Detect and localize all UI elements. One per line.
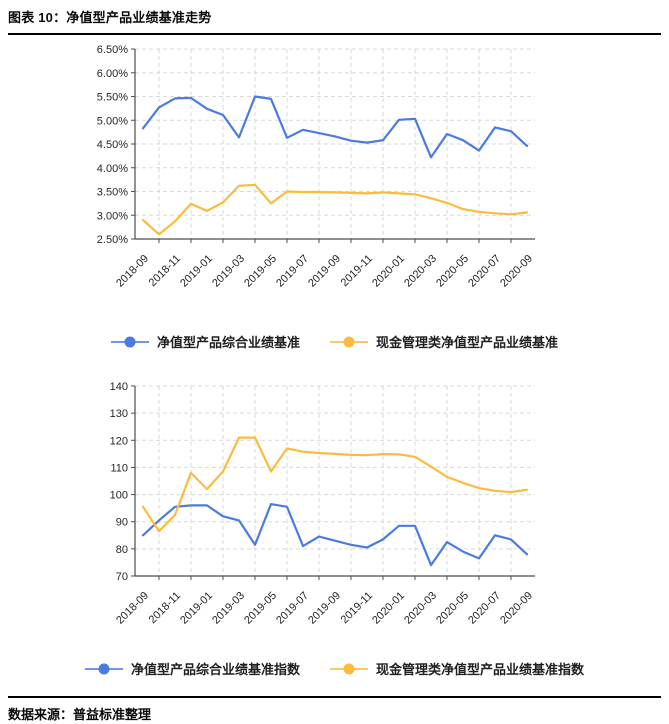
svg-text:2.50%: 2.50% bbox=[97, 234, 128, 246]
legend-label: 净值型产品综合业绩基准 bbox=[156, 334, 300, 350]
svg-text:140: 140 bbox=[110, 381, 128, 393]
svg-text:2020-09: 2020-09 bbox=[498, 590, 535, 627]
svg-text:5.50%: 5.50% bbox=[97, 92, 128, 104]
svg-text:2019-05: 2019-05 bbox=[242, 590, 279, 627]
svg-text:2018-09: 2018-09 bbox=[114, 253, 151, 290]
svg-text:100: 100 bbox=[110, 490, 128, 502]
figure-header: 图表 10：净值型产品业绩基准走势 bbox=[0, 0, 669, 33]
svg-text:2019-09: 2019-09 bbox=[306, 590, 343, 627]
svg-text:3.50%: 3.50% bbox=[97, 187, 128, 199]
svg-text:2019-11: 2019-11 bbox=[339, 253, 375, 289]
svg-text:2019-01: 2019-01 bbox=[178, 253, 215, 290]
data-source: 数据来源：普益标准整理 bbox=[8, 707, 152, 722]
svg-text:2019-11: 2019-11 bbox=[339, 590, 375, 626]
svg-text:2018-11: 2018-11 bbox=[147, 253, 183, 289]
legend-label: 净值型产品综合业绩基准指数 bbox=[130, 661, 300, 677]
svg-text:2019-03: 2019-03 bbox=[210, 590, 247, 627]
svg-text:2020-05: 2020-05 bbox=[434, 590, 471, 627]
footer-divider bbox=[8, 696, 661, 698]
svg-text:2019-01: 2019-01 bbox=[178, 590, 215, 627]
svg-text:4.00%: 4.00% bbox=[97, 163, 128, 175]
header-divider bbox=[8, 33, 661, 35]
yellow-line-marker-icon bbox=[330, 662, 368, 675]
svg-text:70: 70 bbox=[116, 571, 128, 583]
blue-line-marker-icon bbox=[110, 335, 149, 348]
svg-text:2020-09: 2020-09 bbox=[498, 253, 535, 290]
svg-text:2020-03: 2020-03 bbox=[402, 590, 439, 627]
blue-line-marker-icon bbox=[84, 662, 123, 675]
svg-text:2019-05: 2019-05 bbox=[242, 253, 279, 290]
svg-text:130: 130 bbox=[110, 408, 128, 420]
svg-text:5.00%: 5.00% bbox=[97, 115, 128, 127]
legend-item-cash-mgmt-benchmark: 现金管理类净值型产品业绩基准 bbox=[330, 332, 558, 351]
legend-item-net-value-benchmark-index: 净值型产品综合业绩基准指数 bbox=[84, 659, 300, 678]
yellow-line-marker-icon bbox=[330, 335, 368, 348]
benchmark-index-chart: 1401301201101009080702018-092018-112019-… bbox=[110, 381, 535, 627]
svg-text:110: 110 bbox=[110, 462, 128, 474]
svg-text:2019-07: 2019-07 bbox=[274, 590, 311, 627]
svg-text:2020-07: 2020-07 bbox=[466, 253, 503, 290]
svg-text:3.00%: 3.00% bbox=[97, 210, 128, 222]
svg-text:2019-07: 2019-07 bbox=[274, 253, 311, 290]
legend-label: 现金管理类净值型产品业绩基准 bbox=[376, 334, 559, 350]
svg-text:2020-05: 2020-05 bbox=[434, 253, 471, 290]
figure-title: 图表 10：净值型产品业绩基准走势 bbox=[8, 10, 212, 25]
svg-text:80: 80 bbox=[116, 544, 128, 556]
svg-text:2019-09: 2019-09 bbox=[306, 253, 343, 290]
svg-text:6.00%: 6.00% bbox=[97, 68, 128, 80]
svg-text:2018-11: 2018-11 bbox=[147, 590, 183, 626]
svg-text:2020-01: 2020-01 bbox=[370, 253, 407, 290]
svg-text:2020-07: 2020-07 bbox=[466, 590, 503, 627]
svg-text:6.50%: 6.50% bbox=[97, 44, 128, 56]
benchmark-index-chart-legend: 净值型产品综合业绩基准指数 现金管理类净值型产品业绩基准指数 bbox=[0, 658, 669, 678]
legend-item-cash-mgmt-benchmark-index: 现金管理类净值型产品业绩基准指数 bbox=[330, 659, 584, 678]
svg-text:2020-03: 2020-03 bbox=[402, 253, 439, 290]
benchmark-trend-chart: 6.50% 6.00% 5.50% 5.00% 4.50% 4.00% 3.50% 3.00%… bbox=[97, 44, 535, 290]
svg-text:4.50%: 4.50% bbox=[97, 139, 128, 151]
svg-text:2020-01: 2020-01 bbox=[370, 590, 407, 627]
svg-text:2019-03: 2019-03 bbox=[210, 253, 247, 290]
svg-text:90: 90 bbox=[116, 517, 128, 529]
svg-text:2018-09: 2018-09 bbox=[114, 590, 151, 627]
legend-item-net-value-benchmark: 净值型产品综合业绩基准 bbox=[110, 332, 300, 351]
legend-label: 现金管理类净值型产品业绩基准指数 bbox=[376, 661, 585, 677]
benchmark-chart-legend: 净值型产品综合业绩基准 现金管理类净值型产品业绩基准 bbox=[0, 331, 669, 351]
svg-text:120: 120 bbox=[110, 435, 128, 447]
